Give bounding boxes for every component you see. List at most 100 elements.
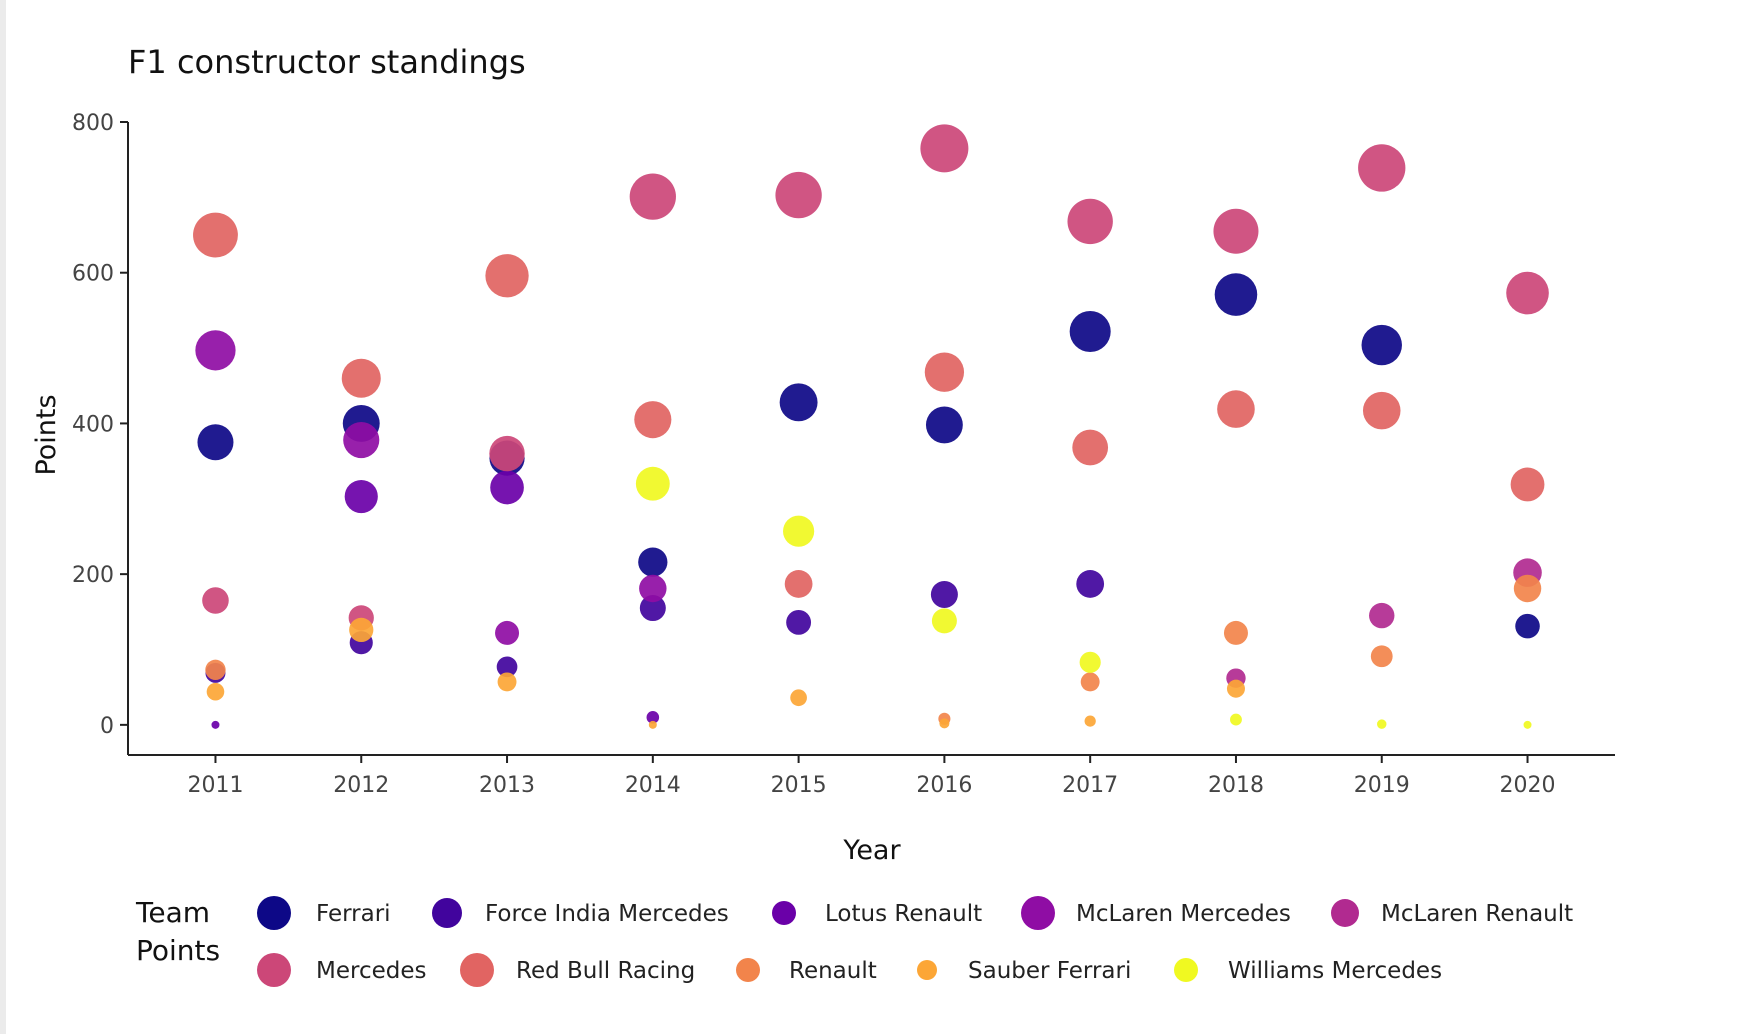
y-tick-label: 200 — [72, 563, 114, 588]
data-points — [193, 124, 1549, 729]
legend-label-red-bull-racing[interactable]: Red Bull Racing — [516, 958, 695, 984]
point-mercedes-2013 — [489, 435, 525, 472]
point-red-bull-racing-2019 — [1362, 391, 1401, 430]
point-sauber-ferrari-2016 — [939, 718, 950, 729]
chart-title: F1 constructor standings — [128, 43, 526, 81]
point-red-bull-racing-2020 — [1510, 467, 1545, 502]
point-red-bull-racing-2011 — [193, 212, 238, 258]
point-lotus-renault-2011 — [211, 720, 220, 729]
legend-marker-mclaren-renault[interactable] — [1331, 899, 1359, 927]
x-tick-label: 2017 — [1062, 773, 1118, 798]
point-red-bull-racing-2012 — [341, 358, 381, 398]
legend-label-sauber-ferrari[interactable]: Sauber Ferrari — [968, 958, 1131, 984]
point-ferrari-2018 — [1214, 273, 1258, 316]
x-tick-label: 2019 — [1354, 773, 1410, 798]
point-mclaren-mercedes-2014 — [639, 574, 667, 603]
legend-label-ferrari[interactable]: Ferrari — [316, 901, 391, 927]
point-force-india-mercedes-2015 — [786, 609, 812, 635]
legend-label-mercedes[interactable]: Mercedes — [316, 958, 426, 984]
x-tick-label: 2014 — [625, 773, 681, 798]
point-renault-2020 — [1513, 574, 1542, 603]
x-tick-label: 2012 — [333, 773, 389, 798]
point-mercedes-2016 — [920, 124, 969, 173]
y-tick-label: 400 — [72, 412, 114, 437]
legend-title-line: Team — [135, 896, 210, 929]
point-ferrari-2017 — [1069, 310, 1111, 353]
point-ferrari-2016 — [925, 406, 963, 444]
x-tick-label: 2011 — [187, 773, 243, 798]
legend-title-line: Points — [136, 934, 220, 967]
point-renault-2018 — [1223, 620, 1248, 645]
point-force-india-mercedes-2014 — [639, 595, 666, 622]
point-williams-mercedes-2018 — [1230, 713, 1242, 726]
legend-marker-sauber-ferrari[interactable] — [917, 960, 937, 980]
point-mercedes-2018 — [1213, 208, 1259, 254]
legend-marker-mercedes[interactable] — [257, 953, 291, 987]
point-red-bull-racing-2016 — [924, 352, 965, 392]
point-mercedes-2014 — [629, 173, 676, 220]
y-tick-label: 800 — [72, 111, 114, 136]
x-axis-title: Year — [842, 835, 901, 866]
legend: Team Points Ferrari Force India Mercedes Lot… — [135, 896, 1573, 987]
point-williams-mercedes-2017 — [1079, 651, 1101, 673]
point-mclaren-mercedes-2013 — [495, 620, 520, 645]
point-sauber-ferrari-2018 — [1226, 679, 1245, 698]
point-mercedes-2011 — [202, 587, 229, 614]
point-red-bull-racing-2017 — [1072, 429, 1109, 466]
legend-label-williams-mercedes[interactable]: Williams Mercedes — [1228, 958, 1442, 984]
point-mercedes-2017 — [1067, 198, 1113, 245]
point-renault-2019 — [1370, 645, 1393, 668]
legend-label-lotus-renault[interactable]: Lotus Renault — [825, 901, 982, 927]
point-force-india-mercedes-2016 — [930, 580, 958, 609]
legend-marker-force-india-mercedes[interactable] — [432, 898, 462, 928]
point-red-bull-racing-2018 — [1217, 390, 1255, 428]
point-lotus-renault-2012 — [344, 479, 378, 514]
point-mercedes-2019 — [1358, 144, 1406, 192]
y-tick-label: 0 — [100, 714, 114, 739]
point-williams-mercedes-2019 — [1377, 719, 1387, 729]
legend-marker-mclaren-mercedes[interactable] — [1021, 896, 1055, 930]
point-force-india-mercedes-2017 — [1076, 570, 1105, 598]
point-williams-mercedes-2015 — [783, 515, 815, 547]
legend-marker-red-bull-racing[interactable] — [460, 953, 494, 987]
point-mercedes-2015 — [775, 171, 822, 219]
point-sauber-ferrari-2014 — [648, 720, 657, 729]
point-mclaren-mercedes-2012 — [343, 421, 380, 459]
y-axis-title: Points — [31, 394, 62, 475]
legend-marker-lotus-renault[interactable] — [772, 901, 796, 925]
point-sauber-ferrari-2012 — [349, 617, 374, 643]
point-williams-mercedes-2020 — [1523, 720, 1532, 729]
legend-label-mclaren-mercedes[interactable]: McLaren Mercedes — [1076, 901, 1291, 927]
point-mercedes-2020 — [1506, 271, 1549, 315]
legend-marker-renault[interactable] — [736, 958, 760, 982]
legend-label-force-india-mercedes[interactable]: Force India Mercedes — [485, 901, 729, 927]
x-tick-label: 2015 — [771, 773, 827, 798]
point-red-bull-racing-2014 — [634, 401, 672, 439]
x-tick-label: 2013 — [479, 773, 535, 798]
point-mclaren-mercedes-2011 — [195, 330, 236, 371]
point-sauber-ferrari-2013 — [497, 672, 517, 692]
left-edge-strip — [0, 0, 6, 1034]
x-tick-label: 2018 — [1208, 773, 1264, 798]
legend-marker-ferrari[interactable] — [257, 896, 291, 930]
point-sauber-ferrari-2017 — [1084, 715, 1096, 727]
legend-marker-williams-mercedes[interactable] — [1174, 958, 1198, 982]
point-williams-mercedes-2014 — [635, 466, 670, 501]
point-ferrari-2014 — [638, 547, 668, 577]
point-red-bull-racing-2015 — [784, 570, 813, 598]
point-ferrari-2015 — [779, 383, 818, 422]
point-ferrari-2020 — [1515, 613, 1540, 639]
point-ferrari-2011 — [197, 424, 234, 461]
point-sauber-ferrari-2011 — [206, 682, 225, 701]
point-mclaren-renault-2019 — [1369, 602, 1395, 629]
point-lotus-renault-2014 — [646, 711, 660, 724]
legend-label-mclaren-renault[interactable]: McLaren Renault — [1381, 901, 1573, 927]
legend-label-renault[interactable]: Renault — [789, 958, 877, 984]
point-sauber-ferrari-2015 — [790, 689, 807, 707]
y-tick-label: 600 — [72, 262, 114, 287]
point-lotus-renault-2013 — [490, 470, 524, 505]
point-force-india-mercedes-2013 — [496, 656, 518, 678]
point-renault-2011 — [205, 659, 226, 681]
point-red-bull-racing-2013 — [485, 254, 529, 298]
